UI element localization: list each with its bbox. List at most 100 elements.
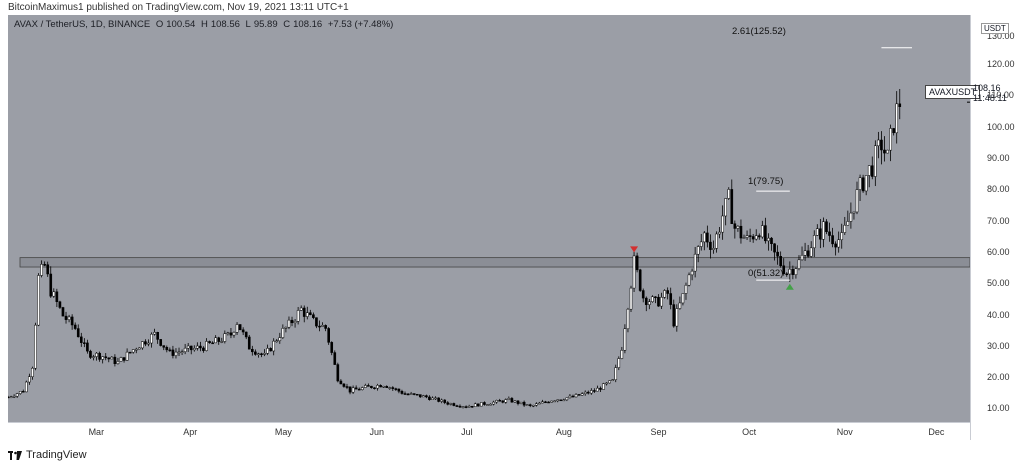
- candle-down: [412, 393, 416, 395]
- candle-down: [666, 290, 669, 294]
- candle-up: [360, 387, 364, 390]
- candle-up: [287, 319, 291, 328]
- candle-down: [43, 264, 46, 266]
- candle-up: [257, 353, 260, 355]
- candle-down: [522, 401, 526, 406]
- price-plot[interactable]: [8, 15, 970, 422]
- candle-up: [702, 232, 706, 243]
- candle-up: [31, 367, 34, 377]
- candle-up: [696, 246, 700, 255]
- candle-down: [58, 301, 62, 308]
- candle-up: [196, 345, 199, 349]
- candle-up: [693, 253, 697, 272]
- candle-down: [162, 345, 166, 348]
- candle-down: [757, 235, 761, 238]
- candle-up: [531, 405, 535, 407]
- tradingview-logo-icon: [8, 450, 22, 460]
- candle-down: [254, 351, 257, 355]
- time-tick-label: Nov: [836, 427, 853, 437]
- candle-up: [434, 397, 437, 400]
- candle-up: [174, 351, 178, 356]
- candle-up: [727, 189, 731, 199]
- price-tick-label: 120.00: [987, 59, 1015, 70]
- candle-up: [843, 224, 847, 233]
- symbol-legend: AVAX / TetherUS, 1D, BINANCE O 100.54 H 10…: [14, 19, 396, 30]
- footer-brand-text: TradingView: [26, 449, 87, 461]
- candle-down: [403, 393, 407, 395]
- bottom-marker-icon: [785, 283, 794, 290]
- candle-up: [822, 221, 825, 240]
- candle-up: [492, 401, 495, 405]
- candle-down: [348, 386, 352, 393]
- candle-down: [776, 251, 779, 257]
- time-axis[interactable]: Mar Apr May Jun Jul Aug Sep Oct Nov Dec: [8, 422, 970, 441]
- candle-up: [223, 333, 227, 342]
- candle-down: [202, 347, 205, 351]
- candle-down: [455, 405, 459, 407]
- last-price-value: 108.16: [973, 83, 1001, 93]
- candle-down: [159, 339, 163, 346]
- candle-down: [458, 405, 462, 408]
- candle-up: [736, 225, 740, 229]
- candle-down: [104, 356, 108, 359]
- candle-up: [629, 287, 633, 310]
- candle-up: [809, 247, 813, 257]
- candle-up: [858, 177, 862, 190]
- candle-down: [241, 329, 245, 333]
- currency-badge[interactable]: USDT: [981, 23, 1009, 34]
- candle-up: [565, 397, 569, 401]
- price-tick-label: 20.00: [987, 372, 1010, 383]
- candle-up: [183, 347, 187, 352]
- candle-up: [889, 128, 892, 151]
- candle-down: [806, 250, 810, 257]
- candle-down: [709, 241, 712, 250]
- price-tick-label: 50.00: [987, 278, 1010, 289]
- candle-up: [351, 387, 355, 393]
- candle-down: [397, 388, 401, 392]
- candle-down: [544, 401, 547, 404]
- candle-up: [504, 399, 508, 403]
- candle-down: [770, 237, 773, 244]
- candle-up: [101, 356, 104, 360]
- candle-up: [67, 316, 71, 320]
- candle-up: [541, 401, 544, 404]
- last-price-label: 108.16 11:48:11: [973, 83, 1007, 103]
- candle-down: [415, 393, 419, 396]
- candle-up: [605, 382, 608, 385]
- footer-branding[interactable]: TradingView: [8, 449, 87, 461]
- candle-up: [550, 400, 553, 403]
- candle-down: [370, 385, 373, 389]
- candle-down: [828, 231, 831, 236]
- candle-up: [745, 235, 749, 238]
- candle-up: [663, 290, 666, 298]
- price-axis[interactable]: 10.00 20.00 30.00 40.00 50.00 60.00 70.00 80.00…: [970, 15, 1015, 440]
- candle-down: [706, 232, 709, 243]
- candle-up: [131, 349, 135, 353]
- candle-down: [452, 403, 456, 406]
- candle-down: [425, 395, 428, 398]
- candle-up: [580, 393, 584, 396]
- candle-up: [602, 383, 605, 390]
- candle-down: [892, 128, 895, 134]
- plot-background: [8, 15, 970, 422]
- candle-down: [764, 225, 767, 242]
- candle-down: [318, 325, 321, 328]
- candle-up: [180, 351, 184, 353]
- price-tick-label: 60.00: [987, 246, 1010, 257]
- candle-up: [480, 402, 483, 407]
- candle-up: [110, 356, 114, 360]
- candle-up: [562, 399, 566, 402]
- resistance-zone: [19, 257, 970, 268]
- candle-up: [409, 393, 413, 395]
- candle-down: [501, 400, 505, 403]
- chart-area[interactable]: AVAX / TetherUS, 1D, BINANCE O 100.54 H 10…: [8, 15, 1015, 441]
- candle-down: [61, 307, 65, 317]
- candle-down: [883, 149, 886, 154]
- candle-down: [342, 383, 346, 387]
- candle-up: [266, 348, 269, 354]
- candle-down: [400, 391, 404, 394]
- candle-up: [220, 341, 224, 343]
- candle-up: [9, 396, 13, 398]
- candle-down: [49, 273, 53, 297]
- candle-up: [15, 393, 19, 397]
